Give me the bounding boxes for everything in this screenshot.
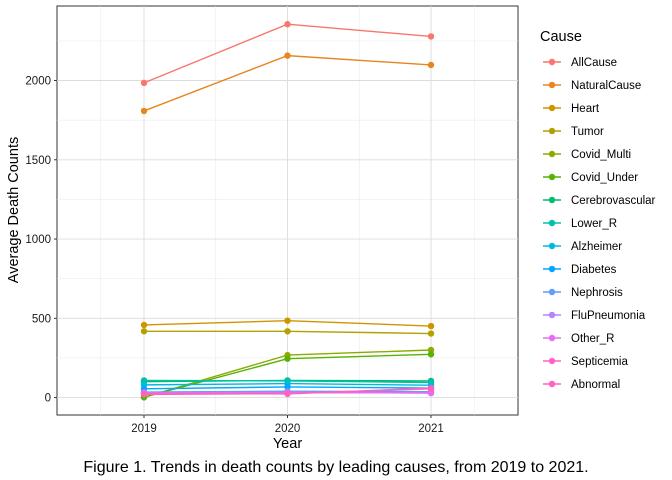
data-point bbox=[284, 317, 291, 324]
legend-label: NaturalCause bbox=[571, 80, 641, 92]
legend-label: Nephrosis bbox=[571, 287, 623, 299]
legend-key-point bbox=[548, 288, 556, 296]
legend: AllCause NaturalCause Heart Tumor Covid_Mult… bbox=[543, 57, 656, 391]
legend-key-point bbox=[548, 334, 556, 342]
legend-label: Covid_Under bbox=[571, 172, 638, 184]
x-axis-ticks: 2019 2020 2021 bbox=[131, 415, 444, 435]
data-point bbox=[284, 355, 291, 362]
legend-key-point bbox=[548, 242, 556, 250]
minor-gridlines bbox=[57, 6, 518, 415]
legend-key-point bbox=[548, 311, 556, 319]
legend-label: Diabetes bbox=[571, 264, 617, 276]
series-naturalcause bbox=[140, 52, 435, 115]
legend-key-point bbox=[548, 380, 556, 388]
legend-item: Abnormal bbox=[543, 379, 620, 391]
series-tumor bbox=[140, 328, 435, 337]
legend-key-point bbox=[548, 58, 556, 66]
legend-item: Nephrosis bbox=[543, 287, 623, 299]
legend-key-point bbox=[548, 357, 556, 365]
series-heart bbox=[140, 317, 435, 330]
figure-caption: Figure 1. Trends in death counts by lead… bbox=[83, 459, 589, 476]
legend-label: Septicemia bbox=[571, 356, 628, 368]
legend-label: Lower_R bbox=[571, 218, 617, 230]
series-abnormal bbox=[140, 385, 435, 398]
legend-label: Other_R bbox=[571, 333, 614, 345]
legend-key-point bbox=[548, 127, 556, 135]
legend-key-point bbox=[548, 265, 556, 273]
legend-item: Lower_R bbox=[543, 218, 617, 230]
legend-label: Heart bbox=[571, 103, 600, 115]
data-point bbox=[140, 391, 148, 398]
legend-item: Heart bbox=[543, 103, 600, 115]
legend-label: Tumor bbox=[571, 126, 604, 138]
series-layer bbox=[140, 21, 435, 401]
legend-item: Diabetes bbox=[543, 264, 617, 276]
legend-label: Abnormal bbox=[571, 379, 620, 391]
y-tick-label: 2000 bbox=[25, 76, 51, 88]
legend-item: Alzheimer bbox=[543, 241, 622, 253]
legend-key-point bbox=[548, 81, 556, 89]
y-tick-label: 500 bbox=[32, 313, 51, 325]
legend-key-point bbox=[548, 196, 556, 204]
legend-label: Covid_Multi bbox=[571, 149, 631, 161]
legend-item: Septicemia bbox=[543, 356, 628, 368]
legend-key-point bbox=[548, 150, 556, 158]
legend-item: Covid_Multi bbox=[543, 149, 631, 161]
legend-label: Alzheimer bbox=[571, 241, 622, 253]
x-tick-label: 2019 bbox=[131, 423, 157, 435]
legend-label: AllCause bbox=[571, 57, 617, 69]
data-point bbox=[284, 328, 291, 335]
y-tick-label: 1000 bbox=[25, 234, 51, 246]
legend-item: Other_R bbox=[543, 333, 614, 345]
data-point bbox=[140, 328, 148, 335]
legend-item: AllCause bbox=[543, 57, 617, 69]
legend-key-point bbox=[548, 219, 556, 227]
legend-label: FluPneumonia bbox=[571, 310, 646, 322]
data-point bbox=[284, 52, 291, 59]
data-point bbox=[284, 390, 291, 397]
legend-key-point bbox=[548, 173, 556, 181]
series-allcause bbox=[140, 21, 435, 87]
data-point bbox=[427, 322, 435, 330]
y-tick-label: 1500 bbox=[25, 155, 51, 167]
data-point bbox=[427, 330, 435, 337]
data-point bbox=[427, 351, 435, 358]
data-point bbox=[140, 107, 148, 115]
data-point bbox=[427, 61, 435, 69]
legend-item: NaturalCause bbox=[543, 80, 641, 92]
legend-item: Covid_Under bbox=[543, 172, 638, 184]
x-tick-label: 2021 bbox=[418, 423, 444, 435]
y-axis-ticks: 0 500 1000 1500 2000 bbox=[25, 76, 57, 405]
legend-item: Tumor bbox=[543, 126, 604, 138]
legend-label: Cerebrovascular bbox=[571, 195, 656, 207]
data-point bbox=[284, 21, 291, 28]
legend-key-point bbox=[548, 104, 556, 112]
y-axis-title: Average Death Counts bbox=[6, 137, 22, 283]
x-axis-title: Year bbox=[273, 436, 302, 452]
y-tick-label: 0 bbox=[45, 393, 51, 405]
data-point bbox=[427, 385, 435, 393]
data-point bbox=[140, 377, 148, 384]
x-tick-label: 2020 bbox=[275, 423, 301, 435]
data-point bbox=[140, 79, 148, 87]
legend-item: FluPneumonia bbox=[543, 310, 646, 322]
legend-title: Cause bbox=[540, 29, 582, 45]
data-point bbox=[427, 33, 435, 40]
legend-item: Cerebrovascular bbox=[543, 195, 656, 207]
data-point bbox=[140, 321, 148, 329]
